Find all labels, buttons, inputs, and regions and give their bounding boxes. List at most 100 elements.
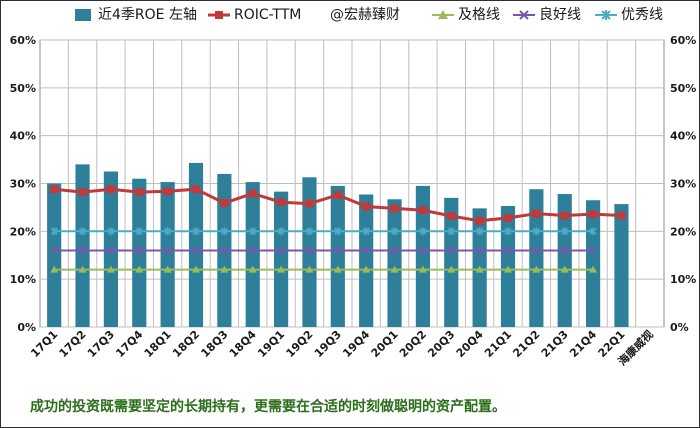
line-marker [390,265,399,273]
line-marker [532,209,541,218]
y-tick-label-right: 0% [670,321,689,334]
legend-label-roe: 近4季ROE 左轴 [98,7,197,23]
y-tick-label-right: 10% [670,273,696,286]
bar [415,185,430,327]
line-marker [192,265,200,273]
bar [529,189,544,327]
line-marker [418,206,427,215]
line-marker [362,202,371,211]
line-marker [248,189,257,198]
legend-key-good [513,4,535,26]
line-marker [362,246,370,255]
line-marker [334,246,342,255]
bar [103,171,118,327]
category-label: 20Q1 [369,328,401,360]
y-tick-label-right: 20% [670,225,696,238]
y-tick-label-left: 10% [10,273,36,286]
line-marker [532,265,541,273]
legend-label-excellent: 优秀线 [621,7,663,23]
line-marker [163,265,172,273]
line-marker [220,246,228,255]
y-tick-label-right: 50% [670,82,696,95]
y-tick-label-left: 60% [10,34,36,47]
category-label: 20Q4 [454,328,486,360]
bar [387,199,402,327]
category-label: 21Q4 [567,328,599,360]
category-label: 19Q3 [312,328,344,360]
line-marker [589,227,597,236]
line-marker [78,188,87,197]
category-label: 17Q4 [113,328,145,360]
y-tick-label-left: 30% [10,178,36,191]
bar [359,194,374,327]
line-marker [333,265,342,273]
line-marker [561,246,569,255]
line-marker [50,185,59,194]
bar [557,194,572,327]
line-marker [164,227,172,236]
bar [132,178,147,327]
line-marker [589,246,597,255]
line-marker [164,246,172,255]
bar [160,182,175,327]
category-label: 21Q1 [482,328,514,360]
line-marker [447,246,455,255]
category-label: 21Q2 [510,328,542,360]
line-marker [333,190,342,199]
line-marker [390,204,399,213]
category-label: 19Q4 [340,328,372,360]
legend-key-roe [72,4,94,26]
line-marker [78,246,87,255]
line-marker [135,246,143,255]
line-marker [532,246,540,255]
bar [188,162,204,327]
line-marker [476,227,484,236]
line-marker [419,227,427,236]
category-label: 18Q1 [142,328,174,360]
category-label: 21Q3 [539,328,571,360]
line-marker [362,227,370,236]
bar [47,183,62,327]
category-label: 17Q2 [57,328,89,360]
category-label: 19Q2 [284,328,316,360]
line-marker [192,185,200,194]
line-marker [249,227,257,236]
line-marker [50,227,58,236]
line-marker [78,265,87,273]
line-marker [277,227,285,236]
line-marker [135,188,144,197]
y-tick-label-left: 0% [17,321,36,334]
line-marker [476,246,484,255]
line-marker [418,265,427,273]
line-marker [589,265,598,273]
bar [274,191,289,327]
legend-label-roic: ROIC-TTM [234,7,302,23]
line-marker [560,211,569,220]
category-label: 18Q2 [170,328,202,360]
y-tick-label-right: 30% [670,178,696,191]
y-tick-label-left: 50% [10,82,36,95]
line-marker [277,246,285,255]
bar [444,197,459,327]
line-marker [475,216,484,225]
footer-note: 成功的投资既需要坚定的长期持有，更需要在合适的时刻做聪明的资产配置。 [30,399,506,415]
y-tick-label-left: 20% [10,225,36,238]
line-marker [220,227,228,236]
legend-key-watermark [330,4,348,26]
line-marker [220,199,229,208]
line-marker [589,210,598,219]
bar [330,185,345,327]
line-marker [107,246,115,255]
line-marker [192,227,200,236]
line-marker [447,265,456,273]
line-marker [106,265,115,273]
line-marker [475,265,484,273]
category-label: 18Q3 [198,328,230,360]
line-marker [390,227,399,236]
line-marker [532,227,540,236]
y-tick-label-left: 40% [10,130,36,143]
legend-key-roic [208,4,230,26]
line-marker [248,265,257,273]
line-marker [504,265,512,273]
